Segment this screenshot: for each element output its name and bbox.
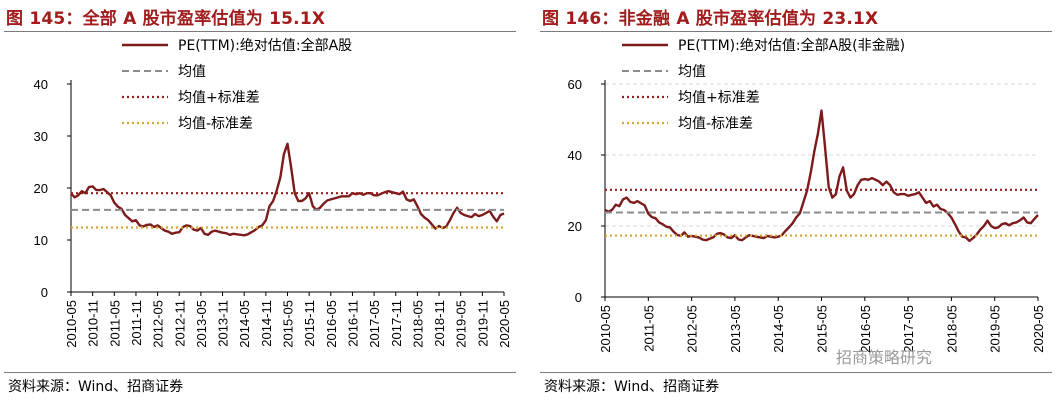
y-tick-label: 10: [34, 233, 48, 248]
title-divider: [540, 31, 1052, 32]
y-tick-label: 20: [568, 219, 582, 234]
y-tick-label: 60: [568, 77, 582, 92]
x-tick-label: 2014-11: [259, 300, 274, 347]
x-tick-label: 2017-11: [389, 300, 404, 347]
x-tick-label: 2010-05: [598, 305, 613, 353]
legend-label: 均值+标准差: [178, 90, 260, 106]
x-tick-label: 2017-05: [367, 300, 382, 348]
x-tick-label: 2013-05: [194, 300, 209, 348]
pe-chart-all-a: 0 10 20 30 40 2010-05 2010-11 2011-05 2011-11 201…: [34, 37, 512, 348]
series-pe-line: [604, 109, 1039, 243]
x-tick-label: 2016-05: [324, 300, 339, 348]
chart-panel-all-a: 图 145：全部 A 股市盈率估值为 15.1X 0 10 20 30 40 2010-0…: [0, 0, 520, 403]
y-tick-label: 30: [34, 129, 48, 144]
x-tick-label: 2018-11: [432, 300, 447, 347]
x-tick-label: 2018-05: [944, 305, 959, 353]
legend-label: 均值-标准差: [678, 116, 753, 132]
chart-source: 资料来源：Wind、招商证券: [8, 379, 184, 395]
pe-chart-non-financial: 0 20 40 60 2010-05 2011-05 2012-05 2013-05 2014-…: [568, 37, 1046, 353]
legend-label: PE(TTM):绝对估值:全部A股(非金融): [678, 37, 905, 54]
x-tick-label: 2014-05: [771, 305, 786, 353]
x-tick-label: 2014-05: [237, 300, 252, 348]
x-tick-label: 2019-11: [475, 300, 490, 347]
x-tick-label: 2020-05: [1031, 305, 1046, 353]
x-tick-label: 2012-05: [685, 305, 700, 353]
x-tick-label: 2012-11: [172, 300, 187, 347]
x-tick-label: 2018-05: [410, 300, 425, 348]
x-tick-label: 2010-05: [64, 300, 79, 348]
legend-label: 均值+标准差: [678, 90, 760, 106]
series-pe-line: [70, 142, 505, 237]
title-divider: [4, 31, 516, 32]
x-tick-label: 2016-05: [858, 305, 873, 353]
x-tick-label: 2012-05: [151, 300, 166, 348]
chart-title: 图 145：全部 A 股市盈率估值为 15.1X: [6, 9, 326, 29]
x-tick-label: 2013-05: [728, 305, 743, 353]
chart-title: 图 146：非金融 A 股市盈率估值为 23.1X: [542, 9, 879, 29]
x-tick-label: 2019-05: [988, 305, 1003, 353]
y-tick-label: 40: [568, 148, 582, 163]
legend-label: PE(TTM):绝对估值:全部A股: [178, 37, 352, 54]
x-tick-label: 2017-05: [901, 305, 916, 353]
x-tick-label: 2015-05: [281, 300, 296, 348]
source-divider: [4, 372, 516, 373]
x-tick-label: 2011-05: [107, 300, 122, 347]
chart-panel-non-financial: 图 146：非金融 A 股市盈率估值为 23.1X 0 20 40 60 2010-05…: [536, 0, 1056, 403]
x-tick-label: 2015-11: [302, 300, 317, 347]
legend-label: 均值: [178, 64, 206, 80]
legend-label: 均值: [678, 64, 706, 80]
y-tick-label: 0: [575, 290, 582, 305]
legend-label: 均值-标准差: [178, 116, 253, 132]
y-tick-label: 0: [41, 285, 48, 300]
x-tick-label: 2019-05: [454, 300, 469, 348]
x-tick-label: 2016-11: [345, 300, 360, 347]
x-tick-label: 2011-05: [641, 305, 656, 352]
x-tick-label: 2020-05: [497, 300, 512, 348]
x-tick-label: 2010-11: [86, 300, 101, 347]
x-tick-label: 2015-05: [815, 305, 830, 353]
y-tick-label: 20: [34, 181, 48, 196]
watermark-text: 招商策略研究: [836, 348, 933, 367]
source-divider: [540, 372, 1052, 373]
x-tick-label: 2013-11: [216, 300, 231, 347]
chart-source: 资料来源：Wind、招商证券: [544, 379, 720, 395]
x-tick-label: 2011-11: [129, 300, 144, 346]
y-tick-label: 40: [34, 77, 48, 92]
